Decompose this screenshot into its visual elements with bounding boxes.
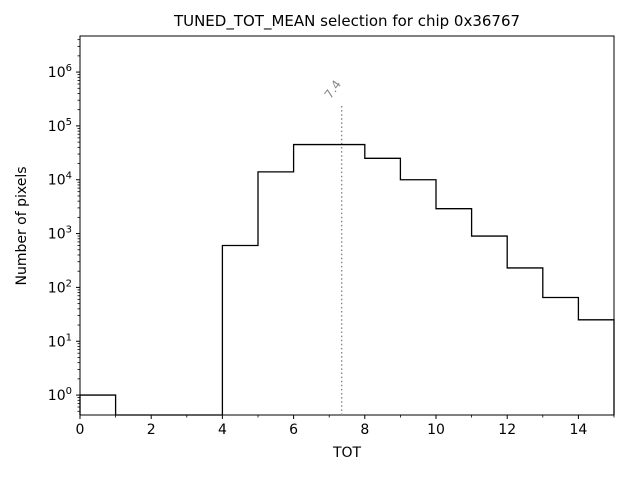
- x-tick-label: 2: [147, 422, 156, 438]
- y-tick-label: 102: [48, 278, 72, 296]
- x-tick-label: 4: [218, 422, 227, 438]
- y-tick-label: 100: [48, 386, 72, 404]
- marker-label: 7.4: [322, 78, 344, 102]
- x-tick-label: 14: [569, 422, 587, 438]
- y-tick-label: 101: [48, 332, 72, 350]
- axes-frame: [79, 35, 615, 416]
- y-tick-label: 105: [48, 117, 72, 135]
- x-tick-label: 8: [360, 422, 369, 438]
- y-tick-label: 106: [48, 63, 72, 81]
- y-tick-label: 103: [48, 225, 72, 243]
- x-tick-label: 6: [289, 422, 298, 438]
- y-axis-label: Number of pixels: [14, 166, 30, 286]
- y-tick-label: 104: [48, 171, 72, 189]
- chart-title: TUNED_TOT_MEAN selection for chip 0x3676…: [173, 12, 521, 30]
- histogram-line: [79, 143, 615, 416]
- x-tick-label: 12: [498, 422, 516, 438]
- x-tick-label: 10: [427, 422, 445, 438]
- x-tick-label: 0: [76, 422, 85, 438]
- x-axis-label: TOT: [332, 445, 362, 461]
